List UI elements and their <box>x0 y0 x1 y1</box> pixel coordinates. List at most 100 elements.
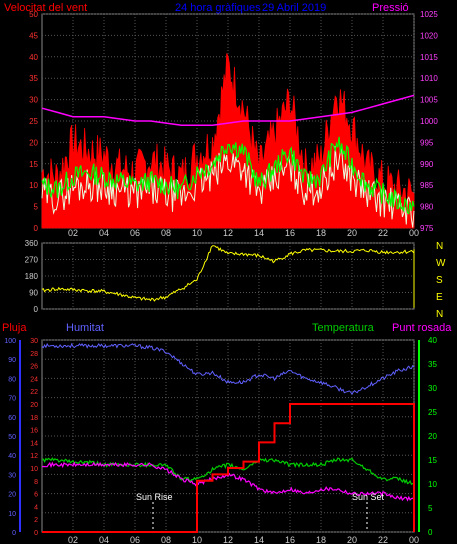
temperature-tick-label: 40 <box>428 336 437 345</box>
x-tick-label: 08 <box>161 228 171 238</box>
pressure-tick-label: 980 <box>420 203 434 212</box>
rain-tick-label: 18 <box>30 415 38 422</box>
rain-tick-label: 24 <box>30 376 38 383</box>
rain-tick-label: 28 <box>30 351 38 358</box>
wind-speed-title: Velocitat del vent <box>4 2 87 14</box>
x-tick-label: 22 <box>378 535 388 544</box>
humidity-tick-label: 70 <box>8 396 16 403</box>
wind-tick-label: 0 <box>34 224 39 233</box>
humidity-tick-label: 80 <box>8 376 16 383</box>
temperature-tick-label: 15 <box>428 456 437 465</box>
pressure-tick-label: 1025 <box>420 10 438 19</box>
humidity-tick-label: 0 <box>12 530 16 537</box>
x-tick-label: 04 <box>99 535 109 544</box>
rain-tick-label: 0 <box>34 530 38 537</box>
temperature-tick-label: 20 <box>428 432 437 441</box>
temperature-tick-label: 25 <box>428 408 437 417</box>
charts-title: 24 hora gràfiques <box>175 2 261 14</box>
x-tick-label: 22 <box>378 228 388 238</box>
humidity-tick-label: 90 <box>8 357 16 364</box>
dew-point-series <box>41 461 415 502</box>
wind-tick-label: 35 <box>29 74 38 83</box>
wind-tick-label: 20 <box>29 138 38 147</box>
rain-tick-label: 6 <box>34 492 38 499</box>
sun-set-label: Sun Set <box>352 492 385 502</box>
wind-direction-series <box>41 245 415 308</box>
humidity-legend: Humitat <box>66 322 104 334</box>
humidity-tick-label: 20 <box>8 492 16 499</box>
pressure-tick-label: 1000 <box>420 117 438 126</box>
compass-label: N <box>436 241 443 252</box>
x-tick-label: 14 <box>254 228 264 238</box>
wind-gust-series <box>41 53 415 229</box>
pressure-tick-label: 995 <box>420 138 434 147</box>
humidity-tick-label: 30 <box>8 472 16 479</box>
humidity-tick-label: 60 <box>8 415 16 422</box>
x-tick-label: 18 <box>316 228 326 238</box>
compass-label: N <box>436 309 443 320</box>
temperature-tick-label: 30 <box>428 384 437 393</box>
rain-tick-label: 8 <box>34 479 38 486</box>
wind-tick-label: 5 <box>34 203 39 212</box>
direction-tick-label: 0 <box>34 305 39 314</box>
wind-tick-label: 50 <box>29 10 38 19</box>
x-tick-label: 20 <box>347 228 357 238</box>
x-tick-label: 06 <box>130 535 140 544</box>
x-tick-label: 00 <box>409 535 419 544</box>
x-tick-label: 04 <box>99 228 109 238</box>
dew-point-legend: Punt rosada <box>392 322 452 334</box>
humidity-tick-label: 50 <box>8 434 16 441</box>
pressure-tick-label: 975 <box>420 224 434 233</box>
rain-legend: Pluja <box>2 322 27 334</box>
x-tick-label: 06 <box>130 228 140 238</box>
rain-series <box>42 403 415 533</box>
pressure-tick-label: 990 <box>420 160 434 169</box>
pressure-title: Pressió <box>372 2 409 14</box>
temperature-tick-label: 10 <box>428 480 437 489</box>
pressure-tick-label: 1015 <box>420 53 438 62</box>
compass-label: W <box>436 258 446 269</box>
rain-tick-label: 20 <box>30 402 38 409</box>
compass-label: S <box>436 275 443 286</box>
x-tick-label: 18 <box>316 535 326 544</box>
sun-rise-label: Sun Rise <box>136 492 173 502</box>
temperature-tick-label: 0 <box>428 528 433 537</box>
humidity-tick-label: 10 <box>8 511 16 518</box>
x-tick-label: 10 <box>192 228 202 238</box>
wind-tick-label: 15 <box>29 160 38 169</box>
rain-tick-label: 30 <box>30 338 38 345</box>
x-tick-label: 12 <box>223 535 233 544</box>
pressure-series <box>41 94 415 127</box>
pressure-tick-label: 1005 <box>420 96 438 105</box>
wind-tick-label: 40 <box>29 53 38 62</box>
x-tick-label: 02 <box>68 228 78 238</box>
direction-tick-label: 270 <box>25 256 39 265</box>
humidity-tick-label: 40 <box>8 453 16 460</box>
x-tick-label: 08 <box>161 535 171 544</box>
wind-tick-label: 45 <box>29 31 38 40</box>
direction-tick-label: 360 <box>25 239 39 248</box>
rain-tick-label: 12 <box>30 453 38 460</box>
wind-tick-label: 30 <box>29 96 38 105</box>
x-tick-label: 12 <box>223 228 233 238</box>
temperature-legend: Temperatura <box>312 322 375 334</box>
x-tick-label: 10 <box>192 535 202 544</box>
rain-tick-label: 16 <box>30 428 38 435</box>
temperature-tick-label: 35 <box>428 360 437 369</box>
humidity-tick-label: 100 <box>4 338 16 345</box>
rain-tick-label: 14 <box>30 440 38 447</box>
x-tick-label: 14 <box>254 535 264 544</box>
rain-tick-label: 10 <box>30 466 38 473</box>
x-tick-label: 00 <box>409 228 419 238</box>
x-tick-label: 20 <box>347 535 357 544</box>
x-tick-label: 02 <box>68 535 78 544</box>
direction-tick-label: 180 <box>25 272 39 281</box>
rain-tick-label: 22 <box>30 389 38 396</box>
pressure-tick-label: 985 <box>420 181 434 190</box>
pressure-tick-label: 1020 <box>420 31 438 40</box>
compass-label: E <box>436 292 443 303</box>
x-tick-label: 16 <box>285 228 295 238</box>
x-tick-label: 16 <box>285 535 295 544</box>
wind-tick-label: 25 <box>29 117 38 126</box>
